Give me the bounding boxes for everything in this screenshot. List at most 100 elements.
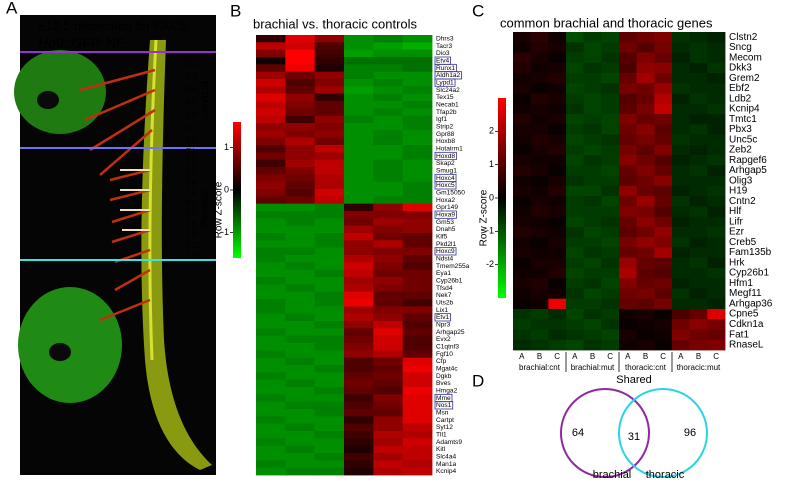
heatmap-cell — [530, 144, 549, 156]
gene-label: Arhgap5 — [729, 165, 767, 176]
heatmap-cell — [285, 262, 316, 271]
heatmap-cell — [583, 298, 602, 310]
heatmap-cell — [285, 460, 316, 469]
heatmap-cell — [566, 226, 585, 238]
gene-label: Ldb2 — [729, 93, 752, 104]
sample-label: C — [660, 352, 666, 361]
panel-b: Dhrs3Tacr3Dio3Etv4Runx1Aldh1a2Lypd1Slc24… — [214, 35, 470, 476]
heatmap-cell — [314, 218, 345, 227]
gene-label: Lifr — [729, 216, 744, 227]
heatmap-cell — [256, 203, 286, 212]
gene-label: Hmga2 — [436, 387, 458, 394]
heatmap-cell — [654, 124, 673, 135]
gene-label: Tacr3 — [436, 43, 452, 50]
heatmap-cell — [672, 165, 691, 177]
heatmap-cell — [548, 329, 567, 341]
heatmap-cell — [402, 416, 433, 425]
heatmap-cell — [566, 134, 585, 146]
heatmap-cell — [373, 453, 404, 461]
heatmap-cell — [373, 387, 404, 395]
heatmap-cell — [314, 71, 345, 80]
heatmap-cell — [373, 189, 404, 197]
heatmap-cell — [619, 257, 638, 269]
heatmap-cell — [256, 277, 286, 285]
heatmap-cell — [707, 155, 726, 166]
heatmap-cell — [672, 114, 691, 125]
heatmap-cell — [689, 175, 708, 187]
level-label: C6 — [186, 109, 197, 119]
gene-label: Tmtc1 — [729, 114, 757, 125]
heatmap-cell — [344, 203, 374, 212]
scale-label: Row Z-score — [214, 181, 225, 238]
heatmap-cell — [373, 115, 404, 124]
heatmap-cell — [256, 137, 286, 146]
group-label: thoracic:cnt — [625, 363, 667, 372]
heatmap-cell — [654, 165, 673, 177]
heatmap-cell — [583, 114, 602, 125]
heatmap-cell — [619, 73, 638, 84]
heatmap-cell — [344, 269, 374, 278]
heatmap-cell — [402, 145, 433, 153]
heatmap-cell — [373, 108, 404, 117]
sample-label: C — [554, 352, 560, 361]
level-label: C4 — [186, 83, 197, 93]
heatmap-cell — [548, 175, 567, 187]
heatmap-cell — [566, 257, 585, 269]
heatmap-cell — [513, 42, 532, 53]
heatmap-cell — [583, 329, 602, 341]
heatmap-cell — [583, 247, 602, 259]
heatmap-cell — [373, 350, 404, 359]
heatmap-cell — [373, 181, 404, 190]
heatmap-cell — [285, 409, 316, 417]
gene-highlight — [434, 401, 454, 410]
heatmap-cell — [566, 206, 585, 218]
heatmap-cell — [314, 387, 345, 395]
heatmap-cell — [344, 152, 374, 161]
level-label: C3 — [186, 70, 197, 80]
heatmap-cell — [583, 155, 602, 166]
heatmap-cell — [344, 71, 374, 80]
heatmap-cell — [583, 237, 602, 248]
heatmap-cell — [566, 288, 585, 300]
heatmap-cell — [583, 267, 602, 279]
stain-label: NF — [106, 35, 125, 51]
heatmap-cell — [566, 298, 585, 310]
heatmap-cell — [601, 144, 620, 156]
heatmap-cell — [402, 189, 433, 197]
heatmap-cell — [654, 185, 673, 197]
heatmap-cell — [344, 240, 374, 249]
gene-label: Evx2 — [436, 336, 451, 343]
heatmap-cell — [256, 167, 286, 175]
heatmap-cell — [707, 103, 726, 115]
heatmap-cell — [619, 165, 638, 177]
heatmap-cell — [513, 319, 532, 330]
heatmap-cell — [285, 233, 316, 241]
group-label: brachial:mut — [571, 363, 615, 372]
panel-label: D — [472, 371, 484, 390]
heatmap-cell — [530, 288, 549, 300]
heatmap-cell — [373, 409, 404, 417]
heatmap-cell — [601, 124, 620, 135]
gene-highlight — [434, 151, 457, 161]
heatmap-cell — [654, 339, 673, 351]
heatmap-cell — [373, 262, 404, 271]
heatmap-cell — [344, 313, 374, 322]
heatmap-cell — [402, 123, 433, 131]
gene-label: Gpr149 — [436, 204, 458, 211]
heatmap-cell — [285, 189, 316, 197]
heatmap-cell — [314, 445, 345, 454]
heatmap-cell — [285, 57, 316, 65]
heatmap-cell — [601, 206, 620, 218]
heatmap-cell — [548, 267, 567, 279]
heatmap-cell — [619, 278, 638, 289]
heatmap-cell — [314, 350, 345, 359]
gene-label: Tll1 — [436, 431, 447, 438]
heatmap-cell — [689, 73, 708, 84]
heatmap-cell — [707, 134, 726, 146]
heatmap-cell — [636, 329, 655, 341]
heatmap-cell — [513, 308, 532, 320]
heatmap-cell — [256, 86, 286, 95]
heatmap-cell — [285, 79, 316, 87]
heatmap-cell — [402, 196, 433, 205]
